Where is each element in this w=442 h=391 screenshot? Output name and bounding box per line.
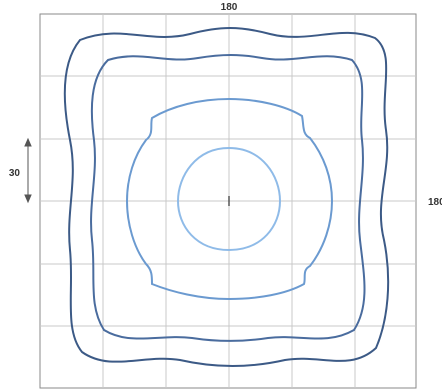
inner-contour — [125, 97, 334, 301]
grid — [40, 14, 416, 388]
second-contour — [90, 54, 366, 342]
outer-contour — [63, 27, 390, 367]
top-dimension-label: 180 — [221, 2, 238, 13]
core-contour — [176, 146, 282, 252]
dimension-arrow — [24, 137, 32, 204]
left-dimension-label: 30 — [9, 168, 21, 179]
right-dimension-label: 180 — [428, 197, 442, 208]
